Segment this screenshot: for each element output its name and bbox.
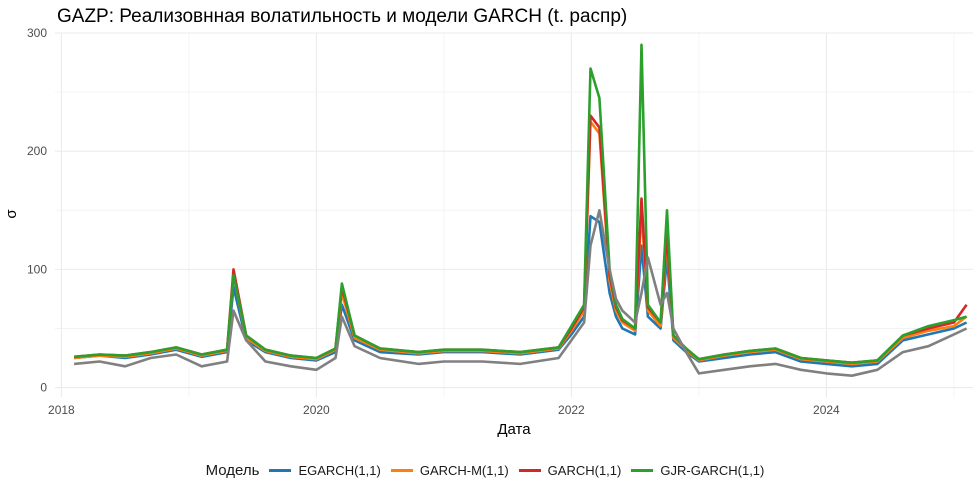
legend-swatch [390,469,413,472]
grid [55,32,973,397]
legend-item: GARCH-M(1,1) [390,463,509,478]
x-tick-label: 2018 [48,403,75,417]
legend-item: EGARCH(1,1) [269,463,381,478]
x-tick-label: 2020 [303,403,330,417]
legend-item: GARCH(1,1) [518,463,622,478]
legend-label: GJR-GARCH(1,1) [660,463,765,478]
legend-items: EGARCH(1,1) GARCH-M(1,1) GARCH(1,1) GJR-GAR… [269,463,774,478]
legend-label: EGARCH(1,1) [298,463,381,478]
legend-label: GARCH-M(1,1) [419,463,509,478]
chart-title: GAZP: Реализовнная волатильность и модел… [57,6,628,27]
series-line-garch-m-1-1 [73,120,968,366]
series-line-realized [73,209,968,377]
legend-swatch [631,469,654,472]
x-tick-label: 2024 [813,403,840,417]
x-tick-label: 2022 [558,403,585,417]
x-axis-title: Дата [497,421,531,438]
y-axis-title: σ [3,209,20,219]
legend-title: Модель [205,462,260,479]
legend-label: GARCH(1,1) [547,463,622,478]
y-tick-label: 200 [27,144,47,158]
legend: Модель EGARCH(1,1) GARCH-M(1,1) GARCH(1,1)… [0,462,980,479]
y-tick-label: 100 [27,262,47,276]
series-line-garch-1-1 [73,114,968,364]
series-lines [73,43,968,377]
series-line-egarch-1-1 [73,214,968,368]
y-tick-label: 0 [40,381,47,395]
legend-swatch [269,469,292,472]
legend-item: GJR-GARCH(1,1) [631,463,764,478]
series-line-gjr-garch-1-1 [73,43,967,364]
plot-area: 2018 2020 2022 2024 0 100 200 300 Дата σ [3,26,973,438]
y-tick-label: 300 [27,26,47,40]
legend-swatch [518,469,541,472]
tick-labels: 2018 2020 2022 2024 0 100 200 300 [27,26,840,417]
